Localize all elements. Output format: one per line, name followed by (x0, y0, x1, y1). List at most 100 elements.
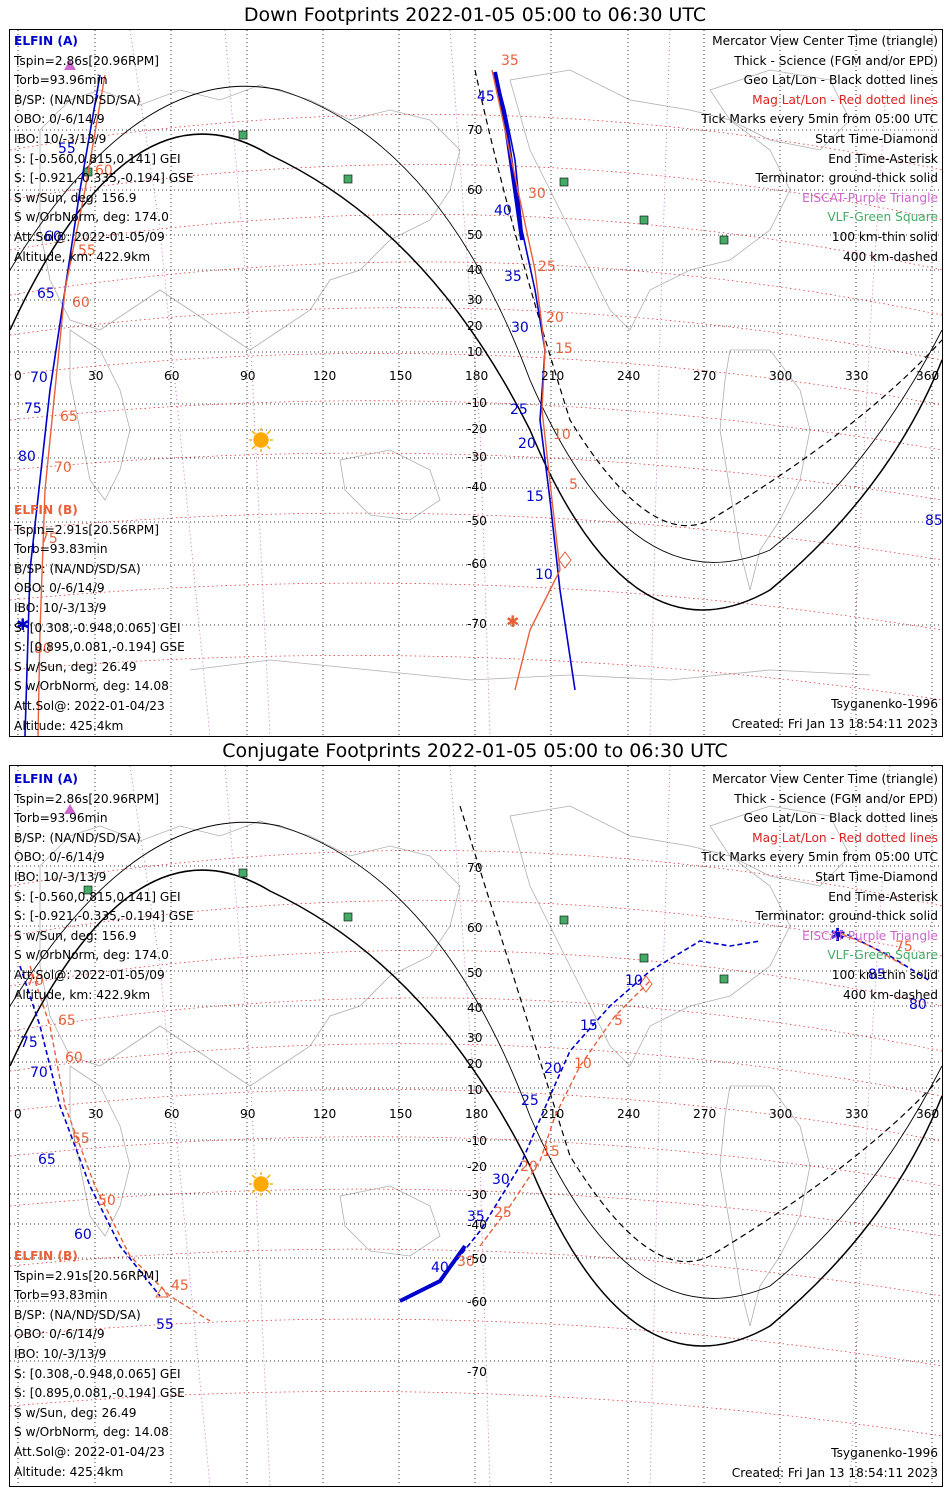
info-line: B/SP: (NA/ND/SD/SA) (14, 561, 141, 576)
legend-item: Mag Lat/Lon - Red dotted lines (752, 830, 938, 845)
tick-label: 80 (18, 449, 36, 465)
info-line: S: [0.895,0.081,-0.194] GSE (14, 1386, 185, 1401)
tick-label: 65 (58, 1013, 76, 1029)
lat-tick: -30 (467, 1188, 487, 1202)
tick-label: 35 (501, 53, 519, 69)
lat-tick: 10 (467, 1083, 483, 1097)
legend-item: Thick - Science (FGM and/or EPD) (734, 791, 938, 806)
geo-grid (10, 30, 942, 736)
model-label: Tsyganenko-1996 (831, 697, 938, 711)
lon-tick: 300 (769, 369, 793, 383)
elfin-a-info: ELFIN (A) Tspin=2.86s[20.96RPM] Torb=93.… (14, 770, 194, 1005)
start-end-markers: ✱ (64, 804, 845, 1298)
legend-item: 100 km-thin solid (831, 229, 938, 244)
elfin-b-info: ELFIN (B) Tspin=2.91s[20.56RPM] Torb=93.… (14, 501, 185, 736)
tick-label: 75 (895, 939, 913, 955)
lon-tick: 360 (916, 369, 940, 383)
legend-item: Thick - Science (FGM and/or EPD) (734, 53, 938, 68)
tick-label: 30 (528, 186, 546, 202)
elfin-b-track (37, 69, 561, 736)
legend-item: End Time-Asterisk (828, 151, 938, 166)
svg-text:✱: ✱ (16, 615, 29, 634)
down-map: ✱ ✱ (10, 30, 942, 736)
created-label: Created: Fri Jan 13 18:54:11 2023 (731, 717, 938, 731)
created-label: Created: Fri Jan 13 18:54:11 2023 (731, 1466, 938, 1480)
start-end-markers: ✱ ✱ (16, 60, 572, 634)
elfin-a-track (19, 930, 931, 1303)
vlf-squares (83, 868, 729, 984)
legend-item: Start Time-Diamond (815, 131, 938, 146)
lat-tick: -40 (467, 480, 487, 494)
tick-label: 20 (544, 1061, 562, 1077)
lat-tick: -50 (467, 514, 487, 528)
tick-label: 30 (457, 1254, 475, 1270)
lon-tick: 180 (465, 1107, 489, 1121)
legend-item: EISCAT-Purple Triangle (802, 190, 938, 205)
info-line: IBO: 10/-3/13/9 (14, 600, 107, 615)
tick-label: 5 (614, 1013, 623, 1029)
info-line: Tspin=2.91s[20.56RPM] (14, 1268, 160, 1283)
tick-label: 10 (535, 567, 553, 583)
info-line: Torb=93.83min (14, 1288, 108, 1303)
legend-item: End Time-Asterisk (828, 889, 938, 904)
tick-label: 20 (520, 1159, 538, 1175)
tick-label: 40 (494, 203, 512, 219)
info-line: IBO: 10/-3/13/9 (14, 869, 107, 884)
lat-tick: 70 (467, 123, 483, 137)
info-line: S w/OrbNorm, deg: 14.08 (14, 1425, 169, 1440)
lon-tick: 30 (88, 1107, 104, 1121)
tick-label: 70 (30, 1065, 48, 1081)
lat-tick: -70 (467, 617, 487, 631)
tick-label: 55 (78, 243, 96, 259)
lon-tick: 270 (693, 369, 717, 383)
geo-grid (10, 766, 942, 1486)
info-line: S w/Sun, deg: 26.49 (14, 1405, 137, 1420)
tick-label: 80 (34, 641, 52, 657)
legend: Mercator View Center Time (triangle) Thi… (701, 770, 938, 1005)
lat-tick: 60 (467, 921, 483, 935)
info-line: OBO: 0/-6/14/9 (14, 1327, 105, 1342)
terminator-lines (10, 69, 942, 611)
info-line: B/SP: (NA/ND/SD/SA) (14, 830, 141, 845)
tick-label: 25 (494, 1205, 512, 1221)
tick-label: 10 (553, 427, 571, 443)
info-line: Att.Sol@: 2022-01-04/23 (14, 698, 165, 713)
lon-tick: 330 (845, 369, 869, 383)
tick-label: 70 (30, 370, 48, 386)
legend-item: Geo Lat/Lon - Black dotted lines (743, 73, 938, 88)
tick-label: 10 (625, 973, 643, 989)
tick-label: 75 (40, 531, 58, 547)
legend-item: 400 km-dashed (843, 987, 938, 1002)
info-line: S w/OrbNorm, deg: 174.0 (14, 210, 169, 225)
lon-tick: 300 (769, 1107, 793, 1121)
down-panel-title: Down Footprints 2022-01-05 05:00 to 06:3… (243, 4, 707, 26)
lon-tick: 0 (14, 369, 22, 383)
lat-tick: -30 (467, 450, 487, 464)
lon-tick: 120 (313, 1107, 337, 1121)
elfin-a-label: ELFIN (A) (14, 772, 78, 786)
tick-label: 75 (24, 401, 42, 417)
tick-label: 65 (38, 1152, 56, 1168)
lon-tick: 60 (164, 369, 180, 383)
eiscat-meridians (129, 30, 891, 736)
legend-item: VLF-Green Square (827, 210, 938, 225)
legend-item: Geo Lat/Lon - Black dotted lines (743, 811, 938, 826)
legend-item: Tick Marks every 5min from 05:00 UTC (701, 112, 938, 127)
lat-tick: -10 (467, 396, 487, 410)
svg-text:✱: ✱ (506, 612, 519, 631)
lat-tick: -10 (467, 1134, 487, 1148)
lat-tick: -40 (467, 1218, 487, 1232)
svg-text:✱: ✱ (830, 925, 845, 946)
elfin-a-info: ELFIN (A) Tspin=2.86s[20.96RPM] Torb=93.… (14, 32, 194, 267)
tick-label: 40 (431, 1260, 449, 1276)
info-line: S w/OrbNorm, deg: 14.08 (14, 679, 169, 694)
info-line: Altitude: 425.4km (14, 718, 124, 733)
lat-tick: -70 (467, 1365, 487, 1379)
lon-tick: 90 (240, 1107, 256, 1121)
info-line: IBO: 10/-3/13/9 (14, 1346, 107, 1361)
legend-item: EISCAT-Purple Triangle (802, 928, 938, 943)
down-footprints-panel: ✱ ✱ 0 30 60 90 120 150 180 210 240 270 3… (9, 29, 943, 737)
legend-item: VLF-Green Square (827, 948, 938, 963)
tick-label: 45 (477, 89, 495, 105)
info-line: B/SP: (NA/ND/SD/SA) (14, 1307, 141, 1322)
